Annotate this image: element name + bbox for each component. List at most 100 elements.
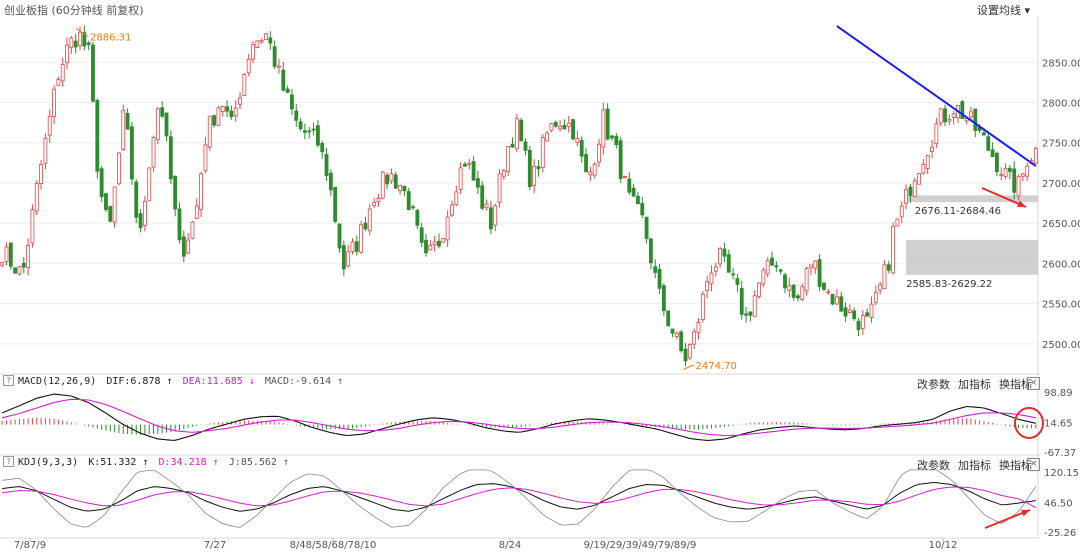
candle-body — [584, 154, 588, 173]
candle-body — [860, 315, 865, 329]
macd-switch-indicator-button[interactable]: 换指标 — [999, 379, 1032, 391]
candle-body — [843, 307, 848, 317]
candle-body — [380, 171, 385, 199]
help-icon[interactable]: ? — [3, 375, 14, 386]
candle-body — [428, 245, 433, 251]
candle-body — [294, 110, 299, 121]
price-tick-label: 2850.00 — [1042, 58, 1080, 69]
candle-body — [78, 31, 82, 47]
resistance-trendline — [836, 25, 1037, 167]
candle-body — [285, 88, 290, 93]
candle-body — [1025, 165, 1030, 177]
candle-body — [817, 259, 822, 287]
kdj-tick-label: 120.15 — [1044, 468, 1079, 479]
date-tick-label: 10/12 — [929, 540, 958, 551]
macd-add-indicator-button[interactable]: 加指标 — [958, 379, 991, 391]
candle-body — [168, 136, 173, 180]
candle-body — [722, 248, 727, 257]
candle-body — [839, 296, 844, 312]
candle-body — [129, 126, 134, 180]
help-icon[interactable]: ? — [3, 456, 14, 467]
candle-body — [744, 313, 748, 316]
kdj-switch-indicator-button[interactable]: 换指标 — [999, 460, 1032, 472]
candle-body — [618, 140, 623, 179]
candle-body — [661, 285, 666, 312]
candle-body — [402, 185, 407, 192]
candle-body — [597, 143, 601, 163]
candle-body — [575, 138, 580, 144]
candle-body — [990, 149, 995, 158]
candle-body — [251, 44, 255, 60]
candle-body — [679, 331, 684, 352]
candle-body — [194, 205, 199, 219]
kdj-add-indicator-button[interactable]: 加指标 — [958, 460, 991, 472]
chevron-down-icon: ▾ — [1024, 4, 1030, 17]
candle-body — [173, 175, 178, 210]
highlight-circle-icon — [1014, 407, 1044, 439]
candle-body — [69, 37, 74, 48]
candle-body — [826, 291, 831, 294]
candle-body — [579, 140, 584, 157]
candle-body — [406, 191, 411, 211]
kdj-edit-params-button[interactable]: 改参数 — [917, 460, 950, 472]
arrow-icon-head — [1017, 200, 1026, 207]
candle-body — [268, 37, 273, 44]
kdj-close-icon[interactable]: × — [1027, 458, 1040, 471]
candle-body — [506, 146, 511, 172]
candle-body — [216, 107, 221, 126]
candle-body — [203, 144, 208, 172]
d-value: D:34.218 ↑ — [158, 456, 219, 468]
candle-body — [177, 208, 182, 241]
candle-body — [934, 123, 939, 145]
candle-body — [376, 198, 381, 203]
candle-body — [1007, 167, 1012, 172]
price-tick-label: 2700.00 — [1042, 179, 1080, 190]
candle-body — [1033, 148, 1038, 164]
date-tick-label: 7/27 — [204, 540, 226, 551]
candle-body — [787, 285, 792, 291]
arrow-down-icon: ↓ — [248, 375, 255, 387]
candle-body — [540, 137, 545, 168]
candle-body — [324, 154, 329, 177]
ma-settings-button[interactable]: 设置均线 ▾ — [977, 2, 1030, 18]
candle-body — [739, 287, 744, 315]
candle-body — [281, 69, 286, 91]
candle-body — [774, 265, 779, 268]
candle-body — [125, 112, 130, 130]
kdj-series — [2, 469, 1037, 528]
candle-body — [277, 65, 281, 68]
candle-body — [190, 221, 195, 239]
candle-body — [47, 115, 52, 136]
candle-body — [458, 167, 463, 190]
candle-body — [982, 132, 986, 136]
arrow-icon-head — [1021, 509, 1030, 517]
candle-body — [791, 284, 796, 298]
candle-body — [13, 267, 18, 274]
candle-body — [199, 173, 204, 210]
candle-body — [112, 186, 117, 223]
candle-body — [856, 321, 861, 331]
candle-body — [181, 236, 186, 257]
candle-body — [895, 218, 900, 227]
candle-body — [1003, 167, 1008, 177]
candle-body — [1016, 176, 1021, 197]
macd-edit-params-button[interactable]: 改参数 — [917, 379, 950, 391]
price-tick-label: 2500.00 — [1042, 340, 1080, 351]
candle-body — [385, 174, 390, 185]
candle-body — [514, 118, 519, 150]
candle-body — [311, 128, 316, 131]
candle-body — [346, 251, 351, 267]
candle-body — [367, 208, 372, 232]
candle-body — [411, 206, 415, 209]
dif-line — [1, 393, 1036, 441]
candle-body — [601, 109, 606, 148]
dea-value: DEA:11.685 ↓ — [182, 375, 255, 387]
gap-zones — [906, 195, 1038, 275]
macd-close-icon[interactable]: × — [1027, 377, 1040, 390]
candle-body — [86, 42, 91, 45]
candle-body — [488, 207, 493, 230]
candle-body — [363, 222, 368, 230]
candle-body — [778, 269, 783, 272]
dea-line — [2, 398, 1036, 437]
